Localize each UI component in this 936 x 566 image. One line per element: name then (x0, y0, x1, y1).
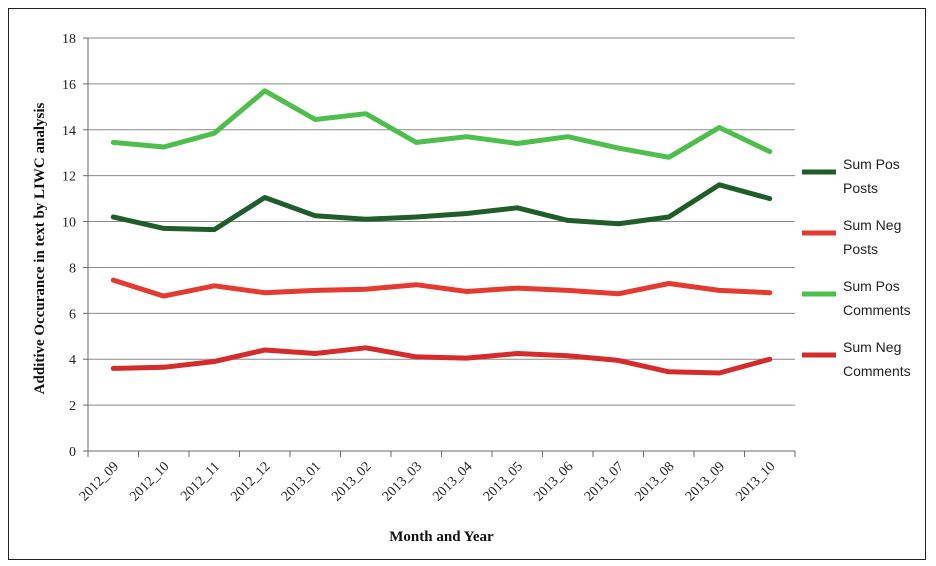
x-tick-label: 2013_05 (481, 459, 526, 504)
series-line (110, 345, 773, 376)
axes (83, 37, 796, 457)
x-tick-label: 2012_09 (77, 459, 122, 504)
x-tick-label: 2013_03 (380, 459, 425, 504)
legend-label: Sum Neg (843, 339, 901, 355)
series-line (110, 277, 773, 299)
x-tick-label: 2012_12 (228, 459, 273, 504)
x-tick-label: 2013_01 (279, 459, 324, 504)
x-tick-label: 2013_07 (582, 459, 627, 504)
y-tick-label: 12 (62, 170, 76, 185)
x-tick-label: 2012_10 (127, 459, 172, 504)
chart-frame (8, 8, 926, 560)
y-tick-label: 18 (62, 32, 76, 47)
x-tick-label: 2013_04 (430, 459, 475, 504)
x-tick-label: 2013_10 (733, 459, 778, 504)
x-tick-label: 2012_11 (178, 459, 223, 504)
y-tick-label: 16 (62, 78, 76, 93)
x-tick-label: 2013_09 (683, 459, 728, 504)
legend-label: Comments (843, 302, 911, 318)
x-tick-label: 2013_08 (632, 459, 677, 504)
legend-label: Sum Neg (843, 217, 901, 233)
y-tick-label: 2 (69, 399, 76, 414)
y-tick-label: 4 (69, 353, 76, 368)
x-tick-labels: 2012_09 2012_10 2012_11 2012_12 2013_01 2013_… (77, 459, 779, 504)
y-tick-label: 0 (69, 445, 76, 460)
y-tick-labels: 0 2 4 6 8 10 12 14 16 18 (62, 32, 76, 460)
legend-label: Posts (843, 180, 878, 196)
series-line (110, 182, 773, 233)
legend-label: Sum Pos (843, 156, 900, 172)
y-tick-label: 8 (69, 261, 76, 276)
series-line (110, 88, 773, 160)
y-tick-label: 14 (62, 124, 76, 139)
x-axis-title: Month and Year (389, 529, 494, 545)
legend-label: Comments (843, 363, 911, 379)
legend-label: Posts (843, 241, 878, 257)
gridlines (88, 37, 795, 406)
x-tick-label: 2013_02 (329, 459, 374, 504)
y-axis-title: Additive Occurance in text by LIWC analy… (32, 103, 48, 395)
series-lines (110, 88, 773, 376)
legend-label: Sum Pos (843, 278, 900, 294)
y-tick-label: 10 (62, 216, 76, 231)
legend: Sum Pos Posts Sum Neg Posts Sum Pos Comments S… (802, 156, 911, 379)
x-tick-label: 2013_06 (531, 459, 576, 504)
y-tick-label: 6 (69, 307, 76, 322)
